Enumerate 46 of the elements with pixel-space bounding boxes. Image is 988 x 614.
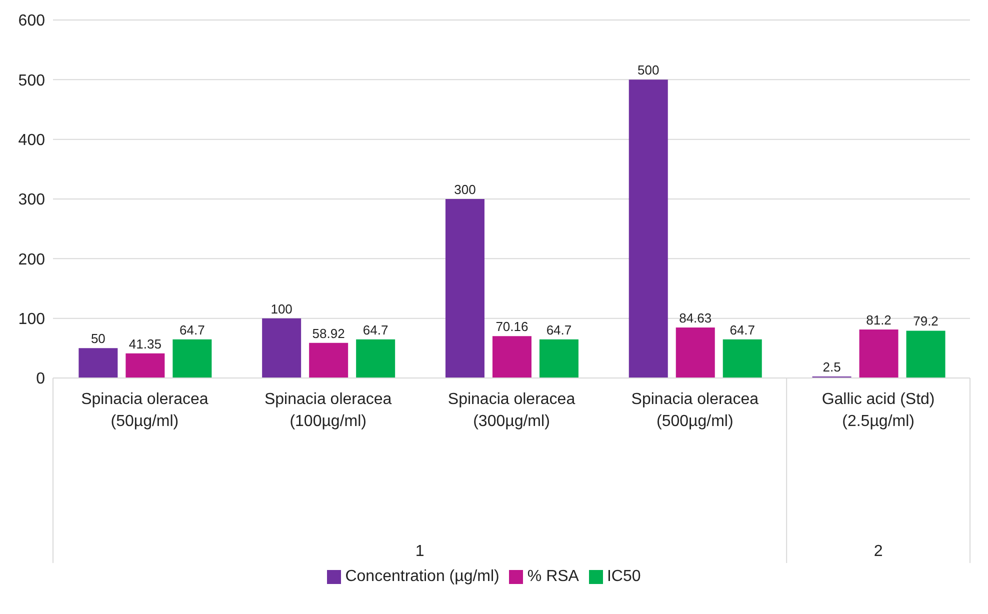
bar	[539, 339, 578, 378]
data-label: 50	[90, 331, 106, 346]
bar	[445, 199, 484, 378]
data-label: 79.2	[913, 314, 938, 329]
x-tick-label: Spinacia oleracea (50µg/ml)	[81, 391, 208, 430]
bar	[492, 336, 532, 378]
legend-label: Concentration (µg/ml)	[345, 568, 500, 585]
data-label: 84.63	[679, 310, 712, 326]
y-tick-label: 200	[18, 251, 46, 268]
bar	[722, 339, 762, 378]
text: 2	[874, 543, 883, 560]
data-label: 81.2	[866, 312, 892, 328]
x-tick-label: Spinacia oleracea (100µg/ml)	[264, 391, 392, 430]
data-label: 70.16	[496, 319, 528, 334]
data-label: 2.5	[822, 360, 841, 375]
data-label: 64.7	[180, 322, 205, 338]
legend-label: IC50	[606, 568, 641, 585]
data-label: 300	[454, 182, 476, 197]
bar	[628, 80, 668, 378]
data-label: 100	[270, 301, 292, 316]
y-tick-label: 500	[18, 72, 46, 90]
x-tick-label: Spinacia oleracea (500µg/ml)	[631, 391, 759, 430]
data-label: 64.7	[362, 322, 388, 338]
y-tick-label: 100	[18, 311, 46, 328]
bar	[78, 348, 118, 378]
y-tick-label: 400	[18, 132, 46, 150]
y-tick-label: 600	[18, 12, 46, 30]
y-tick-label: 300	[18, 192, 46, 209]
data-label: 64.7	[546, 322, 572, 338]
data-label: 500	[638, 62, 660, 78]
bar	[126, 353, 165, 378]
data-label: 41.35	[128, 336, 162, 352]
bar	[676, 328, 715, 378]
bar	[172, 339, 212, 378]
x-tick-label: Spinacia oleracea (300µg/ml)	[448, 391, 576, 430]
text: 1	[415, 543, 424, 560]
data-label: 58.92	[312, 326, 345, 341]
data-label: 64.7	[730, 322, 756, 338]
bar	[356, 339, 396, 378]
bar	[262, 318, 302, 378]
bar	[906, 330, 946, 378]
bar	[309, 342, 348, 378]
x-tick-label: Gallic acid (Std) (2.5µg/ml)	[822, 391, 935, 430]
bar	[859, 330, 898, 378]
y-tick-label: 0	[36, 370, 46, 388]
legend-label: % RSA	[527, 568, 579, 585]
